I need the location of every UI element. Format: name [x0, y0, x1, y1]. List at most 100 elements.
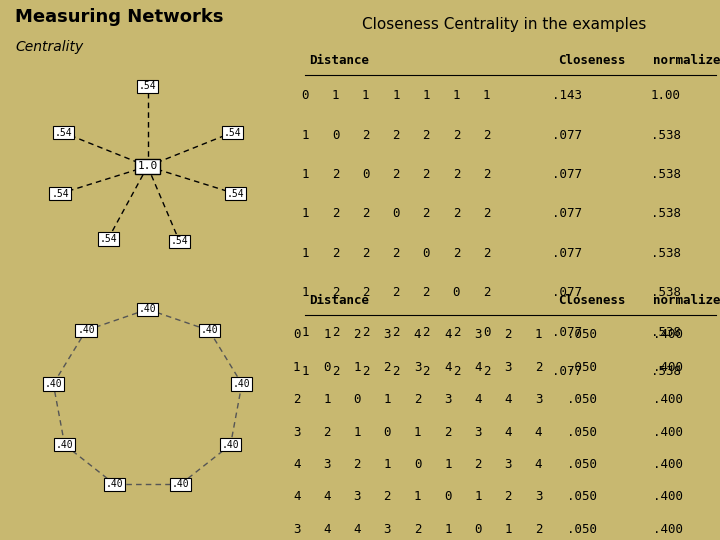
Text: 2: 2 [483, 207, 490, 220]
Text: .077: .077 [552, 168, 582, 181]
Text: 2: 2 [453, 207, 460, 220]
Text: normalized: normalized [653, 294, 720, 307]
Text: .400: .400 [653, 328, 683, 341]
Text: 0: 0 [453, 286, 460, 299]
Text: 2: 2 [392, 168, 400, 181]
Text: 1: 1 [474, 490, 482, 503]
Text: 2: 2 [362, 286, 369, 299]
Text: 1: 1 [323, 328, 330, 341]
Text: 0: 0 [384, 426, 391, 438]
Text: 2: 2 [423, 326, 430, 339]
Text: 0: 0 [392, 207, 400, 220]
Text: 1: 1 [423, 89, 430, 102]
Text: 0: 0 [423, 247, 430, 260]
Text: 1: 1 [384, 458, 391, 471]
Text: 4: 4 [444, 328, 451, 341]
Text: 2: 2 [453, 247, 460, 260]
Text: 1: 1 [444, 523, 451, 536]
Text: 3: 3 [535, 393, 542, 406]
Text: .077: .077 [552, 247, 582, 260]
Text: .40: .40 [171, 480, 189, 489]
Text: 2: 2 [483, 247, 490, 260]
Text: 1: 1 [302, 326, 309, 339]
Text: 1: 1 [302, 207, 309, 220]
Text: 3: 3 [384, 328, 391, 341]
Text: 0: 0 [293, 328, 300, 341]
Text: 2: 2 [483, 168, 490, 181]
Text: 3: 3 [535, 490, 542, 503]
Text: Measuring Networks: Measuring Networks [15, 8, 224, 26]
Text: 1: 1 [453, 89, 460, 102]
Text: 2: 2 [392, 286, 400, 299]
Text: .40: .40 [56, 440, 73, 450]
Text: 3: 3 [414, 361, 421, 374]
Text: .077: .077 [552, 286, 582, 299]
Text: 2: 2 [332, 207, 339, 220]
Text: 2: 2 [384, 361, 391, 374]
Text: .40: .40 [200, 326, 218, 335]
Text: .54: .54 [99, 234, 117, 244]
Text: 2: 2 [362, 365, 369, 378]
Text: Closeness: Closeness [558, 294, 626, 307]
Text: 2: 2 [453, 129, 460, 141]
Text: 3: 3 [505, 361, 512, 374]
Text: 3: 3 [293, 426, 300, 438]
Text: .400: .400 [653, 426, 683, 438]
Text: .050: .050 [567, 426, 597, 438]
Text: 1: 1 [444, 458, 451, 471]
Text: 1: 1 [354, 426, 361, 438]
Text: 1: 1 [414, 490, 421, 503]
Text: .538: .538 [651, 286, 681, 299]
Text: 2: 2 [362, 129, 369, 141]
Text: 1: 1 [414, 426, 421, 438]
Text: 0: 0 [474, 523, 482, 536]
Text: 1: 1 [302, 129, 309, 141]
Text: .050: .050 [567, 328, 597, 341]
Text: 1: 1 [354, 361, 361, 374]
Text: 2: 2 [423, 286, 430, 299]
Text: 3: 3 [354, 490, 361, 503]
Text: .400: .400 [653, 490, 683, 503]
Text: .077: .077 [552, 326, 582, 339]
Text: 2: 2 [423, 365, 430, 378]
Text: .538: .538 [651, 129, 681, 141]
Text: .40: .40 [77, 326, 95, 335]
Text: 2: 2 [505, 490, 512, 503]
Text: 1: 1 [483, 89, 490, 102]
Text: 1: 1 [293, 361, 300, 374]
Text: 2: 2 [535, 361, 542, 374]
Text: 0: 0 [302, 89, 309, 102]
Text: .077: .077 [552, 207, 582, 220]
Text: 2: 2 [423, 129, 430, 141]
Text: 2: 2 [392, 365, 400, 378]
Text: .40: .40 [222, 440, 239, 450]
Text: 4: 4 [474, 361, 482, 374]
Text: 1: 1 [392, 89, 400, 102]
Text: .050: .050 [567, 361, 597, 374]
Text: 2: 2 [392, 129, 400, 141]
Text: Closeness Centrality in the examples: Closeness Centrality in the examples [362, 17, 646, 32]
Text: .400: .400 [653, 458, 683, 471]
Text: 2: 2 [392, 247, 400, 260]
Text: 4: 4 [505, 393, 512, 406]
Text: 2: 2 [392, 326, 400, 339]
Text: .40: .40 [45, 379, 62, 389]
Text: 2: 2 [474, 458, 482, 471]
Text: 2: 2 [423, 168, 430, 181]
Text: .400: .400 [653, 361, 683, 374]
Text: 0: 0 [323, 361, 330, 374]
Text: .54: .54 [223, 127, 241, 138]
Text: 2: 2 [354, 328, 361, 341]
Text: .400: .400 [653, 393, 683, 406]
Text: 1: 1 [535, 328, 542, 341]
Text: 2: 2 [384, 490, 391, 503]
Text: 0: 0 [362, 168, 369, 181]
Text: 2: 2 [483, 365, 490, 378]
Text: 2: 2 [332, 286, 339, 299]
Text: 2: 2 [423, 207, 430, 220]
Text: .54: .54 [51, 188, 69, 199]
Text: 4: 4 [535, 458, 542, 471]
Text: 0: 0 [444, 490, 451, 503]
Text: 1: 1 [505, 523, 512, 536]
Text: 2: 2 [362, 207, 369, 220]
